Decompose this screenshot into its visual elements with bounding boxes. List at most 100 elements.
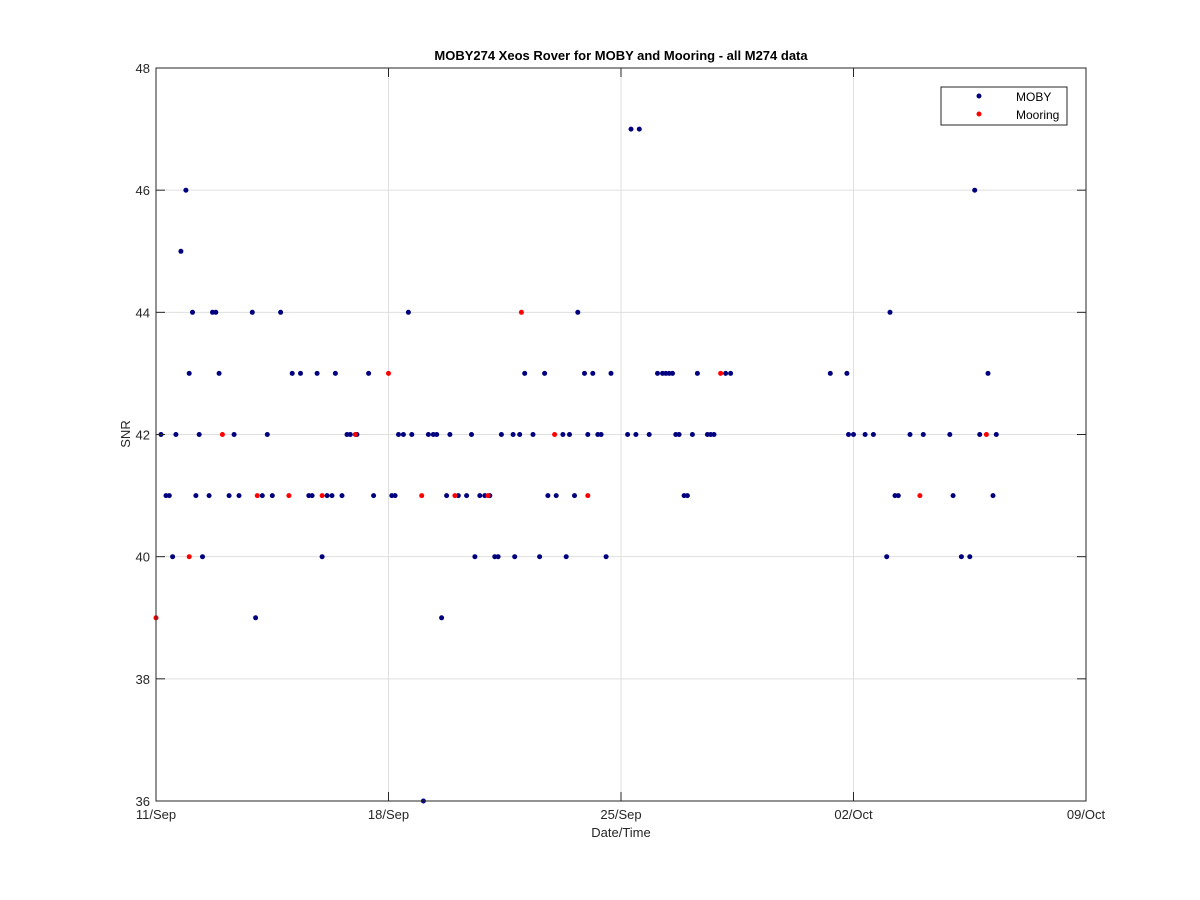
moby-point: [590, 370, 596, 376]
moby-point: [498, 432, 504, 437]
moby-point: [689, 432, 695, 437]
moby-point: [895, 493, 901, 499]
moby-point: [967, 554, 973, 560]
moby-point: [196, 432, 202, 437]
moby-point: [298, 370, 303, 376]
moby-point: [636, 126, 642, 132]
moby-point: [477, 493, 483, 499]
moby-point: [447, 432, 453, 437]
moby-point: [572, 493, 577, 499]
moby-point: [851, 432, 856, 437]
moby-point: [567, 432, 572, 437]
moby-point: [537, 554, 543, 560]
legend: MOBY Mooring: [940, 86, 1068, 126]
moby-point: [603, 554, 609, 560]
legend-marker-moby: [976, 93, 982, 99]
x-tick-label: 25/Sep: [600, 807, 641, 822]
y-axis-label: SNR: [118, 420, 133, 447]
moby-point: [213, 309, 219, 315]
moby-point: [560, 432, 566, 437]
moby-point: [553, 493, 559, 499]
moby-point: [827, 370, 833, 376]
moby-point: [469, 432, 474, 437]
moby-point: [170, 554, 176, 560]
moby-point: [319, 554, 325, 560]
moby-point: [193, 493, 199, 499]
moby-point: [545, 493, 551, 499]
moby-point: [249, 309, 255, 315]
x-tick-label: 11/Sep: [136, 807, 176, 822]
moby-point: [628, 126, 634, 132]
moby-point: [985, 370, 991, 376]
moby-point: [510, 432, 516, 437]
moby-point: [190, 309, 195, 315]
moby-point: [582, 370, 587, 376]
moby-point: [625, 432, 631, 437]
mooring-point: [386, 370, 391, 376]
moby-point: [444, 493, 450, 499]
moby-point: [366, 370, 372, 376]
moby-point: [324, 493, 330, 499]
moby-point: [472, 554, 478, 560]
moby-point: [253, 615, 259, 621]
moby-point: [434, 432, 440, 437]
moby-point: [598, 432, 604, 437]
moby-point: [542, 370, 548, 376]
moby-point: [264, 432, 270, 437]
moby-point: [950, 493, 956, 499]
mooring-point: [718, 370, 724, 376]
moby-point: [846, 432, 851, 437]
axis-ticks: 11/Sep 18/Sep 25/Sep 02/Oct 09/Oct 36 38 40 42 44…: [136, 61, 1106, 822]
mooring-point: [254, 493, 260, 499]
y-tick-label: 40: [136, 550, 150, 565]
x-tick-label: 02/Oct: [834, 807, 873, 822]
moby-point: [870, 432, 876, 437]
y-tick-label: 42: [136, 428, 150, 443]
x-tick-label: 09/Oct: [1067, 807, 1106, 822]
moby-point: [495, 554, 501, 560]
moby-point: [309, 493, 315, 499]
moby-point: [947, 432, 953, 437]
moby-point: [530, 432, 536, 437]
moby-point: [684, 493, 690, 499]
mooring-point: [917, 493, 923, 499]
moby-point: [332, 370, 338, 376]
moby-point: [206, 493, 212, 499]
moby-point: [259, 493, 265, 499]
moby-point: [655, 370, 660, 376]
moby-point: [711, 432, 717, 437]
moby-point: [329, 493, 335, 499]
moby-point: [563, 554, 569, 560]
moby-point: [670, 370, 675, 376]
moby-point: [425, 432, 431, 437]
y-tick-label: 36: [136, 794, 150, 809]
moby-point: [392, 493, 398, 499]
mooring-point: [983, 432, 989, 437]
moby-point: [231, 432, 237, 437]
moby-point: [409, 432, 415, 437]
moby-point: [512, 554, 518, 560]
x-tick-label: 18/Sep: [368, 807, 409, 822]
moby-point: [314, 370, 320, 376]
moby-point: [371, 493, 377, 499]
y-tick-label: 48: [136, 61, 150, 76]
mooring-point: [518, 309, 524, 315]
legend-label-mooring: Mooring: [1016, 108, 1059, 122]
moby-point: [585, 432, 591, 437]
moby-point: [405, 309, 411, 315]
y-tick-label: 38: [136, 672, 150, 687]
mooring-point: [452, 493, 458, 499]
mooring-point: [485, 493, 491, 499]
moby-point: [723, 370, 729, 376]
moby-point: [993, 432, 999, 437]
moby-point: [439, 615, 445, 621]
legend-label-moby: MOBY: [1016, 90, 1051, 104]
moby-point: [178, 248, 184, 254]
moby-point: [517, 432, 523, 437]
moby-point: [173, 432, 179, 437]
moby-point: [186, 370, 192, 376]
moby-point: [990, 493, 996, 499]
moby-point: [958, 554, 964, 560]
moby-point: [269, 493, 275, 499]
